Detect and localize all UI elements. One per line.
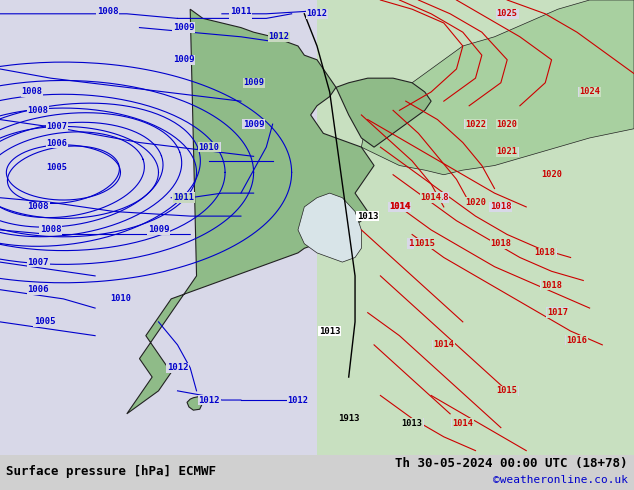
Text: 1010: 1010 <box>198 143 220 151</box>
Polygon shape <box>361 0 634 175</box>
Text: 1016: 1016 <box>566 336 588 345</box>
Text: 1014: 1014 <box>389 202 410 211</box>
Text: 1013: 1013 <box>319 326 340 336</box>
Text: 1008: 1008 <box>27 106 49 115</box>
Text: 1014: 1014 <box>389 202 410 211</box>
Text: 1010: 1010 <box>230 9 252 18</box>
Text: 1009: 1009 <box>148 225 169 234</box>
Text: 1018: 1018 <box>534 248 556 257</box>
Text: 1009: 1009 <box>243 120 264 129</box>
Text: 1024: 1024 <box>579 87 600 97</box>
Text: 1018: 1018 <box>541 281 562 290</box>
Text: 1014: 1014 <box>433 341 455 349</box>
Text: 1015: 1015 <box>496 386 518 395</box>
Text: 1014: 1014 <box>452 418 474 428</box>
Text: 1018: 1018 <box>490 202 512 211</box>
Text: 1009: 1009 <box>173 23 195 32</box>
Polygon shape <box>298 193 361 262</box>
Text: 1017: 1017 <box>547 308 569 317</box>
Text: 1007: 1007 <box>27 258 49 267</box>
Text: 1013: 1013 <box>357 212 378 220</box>
Text: 1009: 1009 <box>243 78 264 87</box>
Text: 1015: 1015 <box>496 386 518 395</box>
Text: 1018: 1018 <box>541 281 562 290</box>
Text: 1020: 1020 <box>496 120 518 129</box>
Text: 1015: 1015 <box>414 239 436 248</box>
Text: 1022: 1022 <box>465 120 486 129</box>
Text: 1011: 1011 <box>173 193 195 202</box>
Text: 1010: 1010 <box>110 294 131 303</box>
Text: 1008: 1008 <box>97 7 119 16</box>
Text: 1021: 1021 <box>496 147 518 156</box>
Text: 1015: 1015 <box>408 239 429 248</box>
Text: 1018: 1018 <box>534 248 556 257</box>
Polygon shape <box>0 0 317 460</box>
Text: 1008: 1008 <box>27 202 49 211</box>
Text: 1011: 1011 <box>230 7 252 16</box>
Text: 1014: 1014 <box>420 193 442 202</box>
Text: 1024: 1024 <box>579 87 600 97</box>
Text: 1008: 1008 <box>21 87 42 97</box>
Text: 1013: 1013 <box>401 418 423 428</box>
Text: 1011: 1011 <box>173 193 195 202</box>
Text: 1014: 1014 <box>452 418 474 428</box>
Polygon shape <box>127 9 374 414</box>
Text: 1005: 1005 <box>34 318 55 326</box>
Text: 1010: 1010 <box>198 143 220 151</box>
Text: 1012: 1012 <box>167 364 188 372</box>
Text: 1020: 1020 <box>465 198 486 207</box>
Text: 1006: 1006 <box>46 139 68 148</box>
Bar <box>0 455 634 490</box>
Text: 1005: 1005 <box>46 163 68 172</box>
Text: 1021: 1021 <box>496 147 518 156</box>
Polygon shape <box>187 396 203 410</box>
Text: 1012: 1012 <box>287 395 309 405</box>
Text: 1012: 1012 <box>198 395 220 405</box>
Text: 1013: 1013 <box>401 418 423 428</box>
Text: 1018: 1018 <box>427 193 448 202</box>
Text: 1014: 1014 <box>452 418 474 428</box>
Text: 1913: 1913 <box>338 414 359 423</box>
Text: 1020: 1020 <box>541 170 562 179</box>
Text: 1009: 1009 <box>173 55 195 64</box>
Text: 1025: 1025 <box>496 9 518 18</box>
Text: Surface pressure [hPa] ECMWF: Surface pressure [hPa] ECMWF <box>6 465 216 478</box>
Polygon shape <box>336 78 431 147</box>
Text: 1018: 1018 <box>490 239 512 248</box>
Text: 1006: 1006 <box>27 285 49 294</box>
Text: 1008: 1008 <box>40 225 61 234</box>
Text: 1025: 1025 <box>496 9 518 18</box>
Polygon shape <box>317 0 634 460</box>
Text: 1020: 1020 <box>465 120 486 129</box>
Text: 1016: 1016 <box>566 336 588 345</box>
Text: 1014: 1014 <box>433 341 455 349</box>
Text: 1012: 1012 <box>287 395 309 405</box>
Text: ©weatheronline.co.uk: ©weatheronline.co.uk <box>493 475 628 485</box>
Text: 1007: 1007 <box>46 122 68 131</box>
Text: 1022: 1022 <box>465 120 486 129</box>
Text: 1012: 1012 <box>306 9 328 18</box>
Text: Th 30-05-2024 00:00 UTC (18+78): Th 30-05-2024 00:00 UTC (18+78) <box>395 457 628 470</box>
Text: 1014: 1014 <box>433 341 455 349</box>
Text: 1017: 1017 <box>547 308 569 317</box>
Text: 1012: 1012 <box>268 32 290 41</box>
